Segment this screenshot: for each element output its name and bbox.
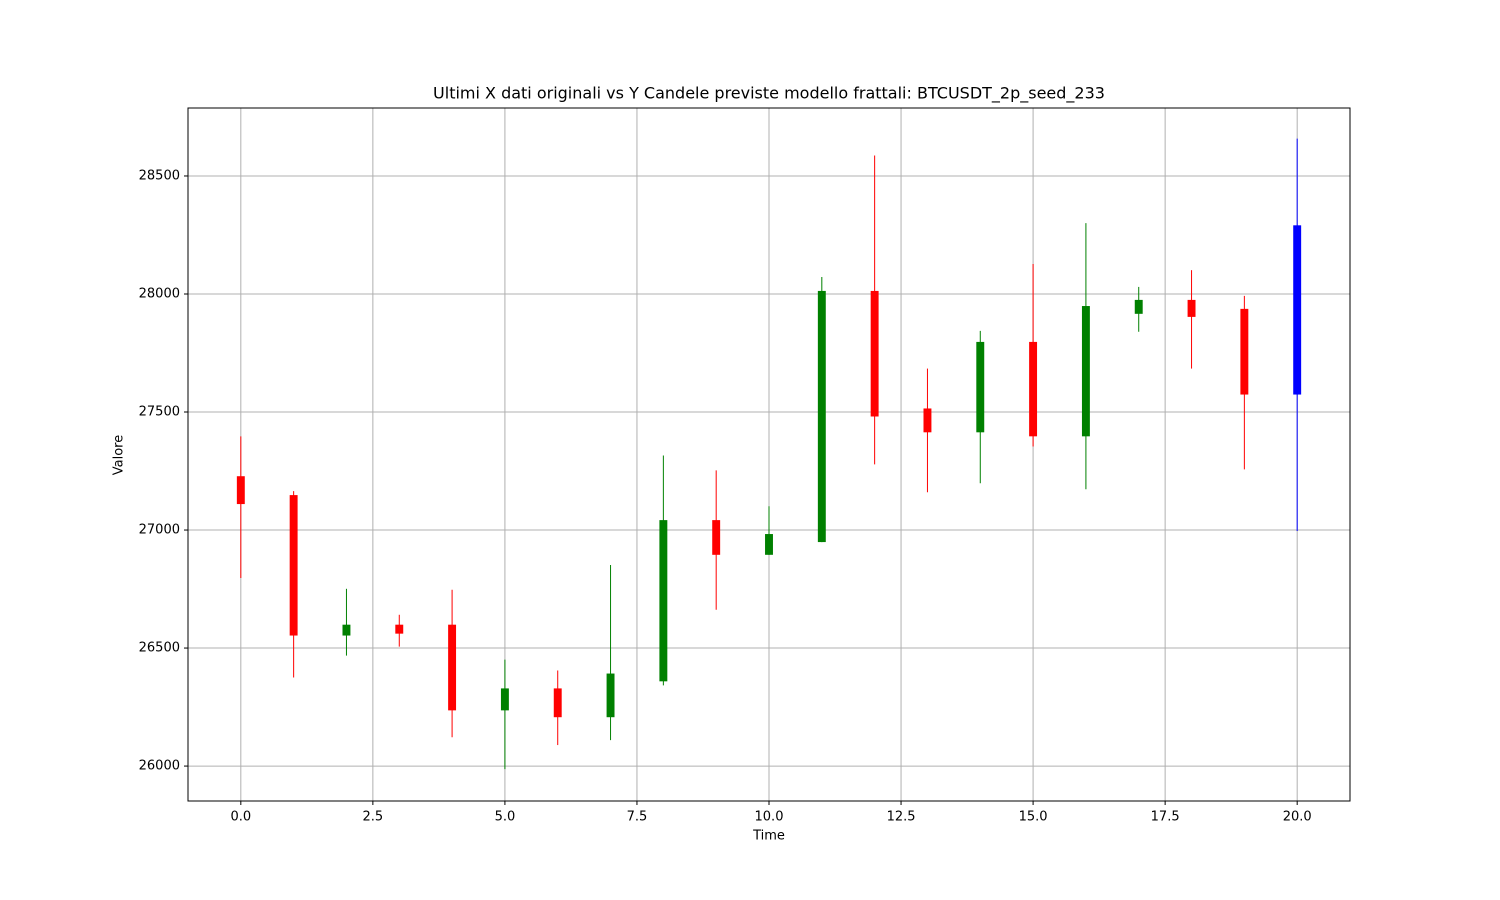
candle-body	[342, 624, 351, 636]
x-tick-label: 15.0	[1019, 810, 1048, 825]
y-tick-label: 27500	[139, 405, 180, 420]
candle-body	[870, 290, 879, 417]
candle-body	[1187, 299, 1196, 317]
candle-body	[1029, 341, 1038, 437]
y-axis-label: Valore	[112, 435, 127, 475]
y-tick-label: 26500	[139, 641, 180, 656]
candle-body	[1134, 299, 1143, 314]
plot-frame	[187, 107, 1351, 802]
candle-body	[606, 673, 615, 718]
chart-title: Ultimi X dati originali vs Y Candele pre…	[433, 84, 1105, 104]
candle-body	[395, 624, 404, 634]
x-tick-label: 20.0	[1283, 810, 1312, 825]
candle-body	[659, 520, 668, 682]
candle-body	[236, 476, 245, 505]
x-tick-label: 2.5	[363, 810, 384, 825]
y-tick-label: 26000	[139, 759, 180, 774]
candle-body	[1240, 308, 1249, 395]
x-tick-label: 0.0	[230, 810, 251, 825]
candle-body	[976, 341, 985, 433]
x-tick-label: 10.0	[755, 810, 784, 825]
y-tick-label: 27000	[139, 523, 180, 538]
candle-body	[1293, 225, 1302, 395]
x-tick-label: 7.5	[627, 810, 648, 825]
x-tick-label: 12.5	[887, 810, 916, 825]
x-tick-label: 17.5	[1151, 810, 1180, 825]
y-tick-label: 28000	[139, 286, 180, 301]
candle-body	[923, 408, 932, 433]
candle-body	[1081, 306, 1090, 437]
y-tick-label: 28500	[139, 168, 180, 183]
x-tick-label: 5.0	[495, 810, 516, 825]
x-axis-label: Time	[752, 829, 785, 844]
candle-body	[289, 495, 298, 636]
candle-body	[553, 688, 562, 718]
candle-body	[817, 290, 826, 543]
candle-body	[448, 624, 457, 711]
candle-body	[500, 688, 509, 711]
candle-body	[712, 520, 721, 555]
candle-body	[765, 534, 773, 555]
